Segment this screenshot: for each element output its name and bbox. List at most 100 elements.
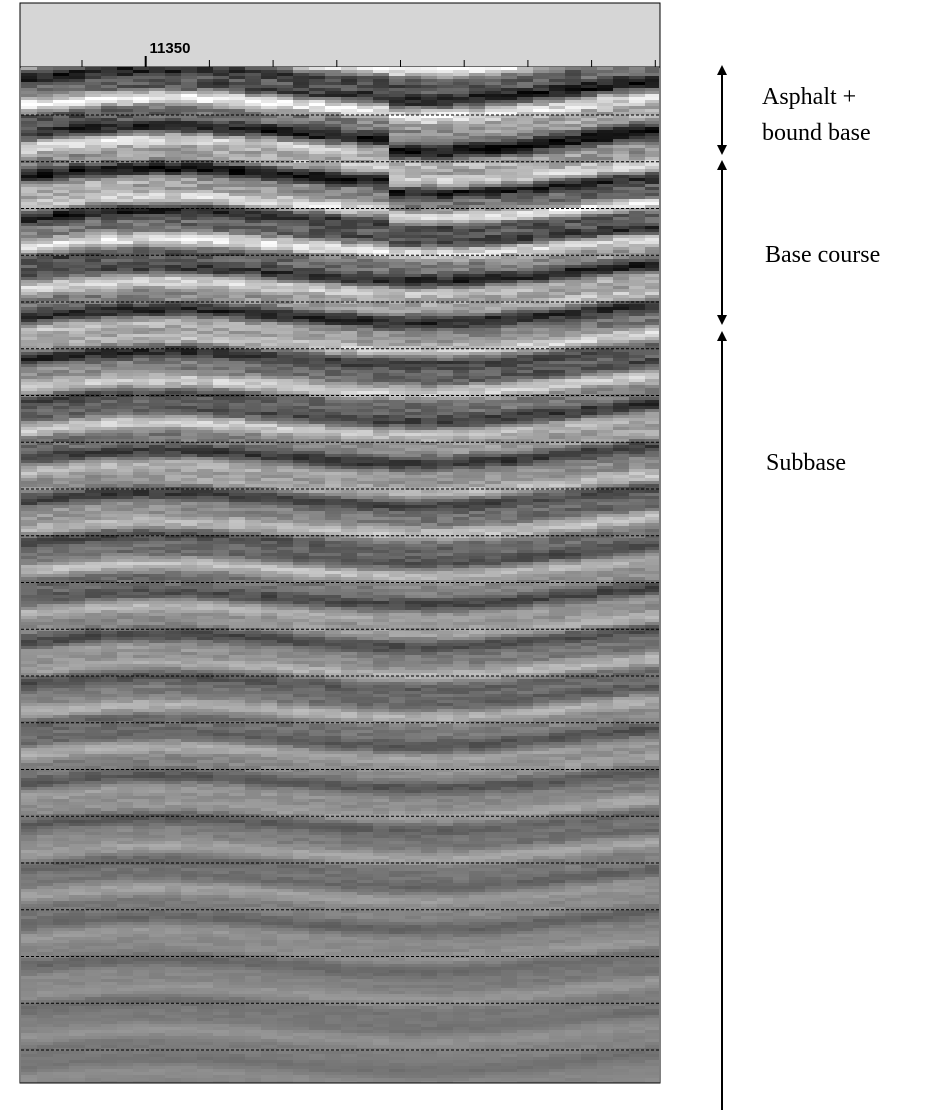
- radar-cell: [37, 328, 54, 331]
- radar-cell: [309, 169, 326, 172]
- radar-cell: [149, 169, 166, 172]
- radar-cell: [405, 196, 422, 199]
- radar-cell: [613, 247, 630, 250]
- radar-cell: [613, 187, 630, 190]
- radar-cell: [277, 142, 294, 145]
- radar-cell: [613, 352, 630, 355]
- radar-cell: [181, 181, 198, 184]
- radar-cell: [213, 379, 230, 382]
- radar-cell: [405, 73, 422, 76]
- radar-cell: [613, 421, 630, 424]
- radar-cell: [469, 436, 486, 439]
- radar-cell: [613, 349, 630, 352]
- radar-cell: [613, 397, 630, 400]
- radar-cell: [421, 322, 438, 325]
- radar-cell: [309, 268, 326, 271]
- radar-cell: [341, 295, 358, 298]
- radar-cell: [309, 70, 326, 73]
- radar-cell: [501, 106, 518, 109]
- radar-cell: [101, 235, 118, 238]
- radar-cell: [293, 412, 310, 415]
- radar-cell: [533, 274, 550, 277]
- radar-cell: [389, 349, 406, 352]
- radar-cell: [517, 133, 534, 136]
- radar-cell: [213, 304, 230, 307]
- radar-cell: [181, 421, 198, 424]
- radar-cell: [261, 190, 278, 193]
- radar-cell: [101, 85, 118, 88]
- radar-cell: [101, 322, 118, 325]
- radar-cell: [117, 154, 134, 157]
- radar-cell: [581, 286, 598, 289]
- radar-cell: [85, 286, 102, 289]
- radar-cell: [341, 376, 358, 379]
- radar-cell: [645, 430, 662, 433]
- radar-cell: [101, 352, 118, 355]
- radar-cell: [133, 169, 150, 172]
- radar-cell: [53, 184, 70, 187]
- radar-cell: [565, 94, 582, 97]
- radar-cell: [341, 379, 358, 382]
- radar-cell: [581, 118, 598, 121]
- radar-cell: [133, 349, 150, 352]
- radar-cell: [405, 118, 422, 121]
- radar-cell: [549, 223, 566, 226]
- radar-cell: [389, 328, 406, 331]
- radar-cell: [341, 328, 358, 331]
- radar-cell: [437, 409, 454, 412]
- radar-cell: [453, 166, 470, 169]
- radar-cell: [533, 427, 550, 430]
- radar-cell: [341, 367, 358, 370]
- radar-cell: [309, 256, 326, 259]
- radar-cell: [581, 253, 598, 256]
- radar-cell: [229, 268, 246, 271]
- radar-cell: [501, 118, 518, 121]
- radar-cell: [69, 295, 86, 298]
- radar-cell: [597, 109, 614, 112]
- radar-cell: [581, 172, 598, 175]
- radar-cell: [309, 379, 326, 382]
- radar-cell: [21, 121, 38, 124]
- radar-cell: [645, 322, 662, 325]
- radar-cell: [245, 358, 262, 361]
- radar-cell: [501, 190, 518, 193]
- radar-cell: [341, 202, 358, 205]
- radar-cell: [581, 232, 598, 235]
- radar-cell: [565, 214, 582, 217]
- radar-cell: [37, 82, 54, 85]
- radar-cell: [181, 292, 198, 295]
- radar-cell: [117, 313, 134, 316]
- radar-cell: [389, 88, 406, 91]
- radar-cell: [437, 295, 454, 298]
- radar-cell: [229, 364, 246, 367]
- radar-cell: [485, 205, 502, 208]
- radar-cell: [629, 370, 646, 373]
- radar-cell: [469, 109, 486, 112]
- radar-cell: [501, 385, 518, 388]
- radar-cell: [485, 271, 502, 274]
- radar-cell: [405, 268, 422, 271]
- radar-cell: [597, 421, 614, 424]
- radar-cell: [165, 418, 182, 421]
- radar-cell: [85, 142, 102, 145]
- radar-cell: [37, 283, 54, 286]
- radar-cell: [165, 211, 182, 214]
- radar-cell: [437, 259, 454, 262]
- radar-cell: [501, 145, 518, 148]
- radar-cell: [117, 79, 134, 82]
- radar-cell: [229, 193, 246, 196]
- radar-cell: [533, 106, 550, 109]
- radar-cell: [421, 415, 438, 418]
- radar-cell: [389, 211, 406, 214]
- radar-cell: [85, 325, 102, 328]
- radar-cell: [437, 373, 454, 376]
- radar-cell: [565, 169, 582, 172]
- radar-cell: [357, 325, 374, 328]
- radar-cell: [629, 202, 646, 205]
- radar-cell: [21, 85, 38, 88]
- radar-cell: [581, 361, 598, 364]
- radar-cell: [645, 106, 662, 109]
- radar-cell: [421, 298, 438, 301]
- radar-cell: [117, 271, 134, 274]
- radar-cell: [469, 88, 486, 91]
